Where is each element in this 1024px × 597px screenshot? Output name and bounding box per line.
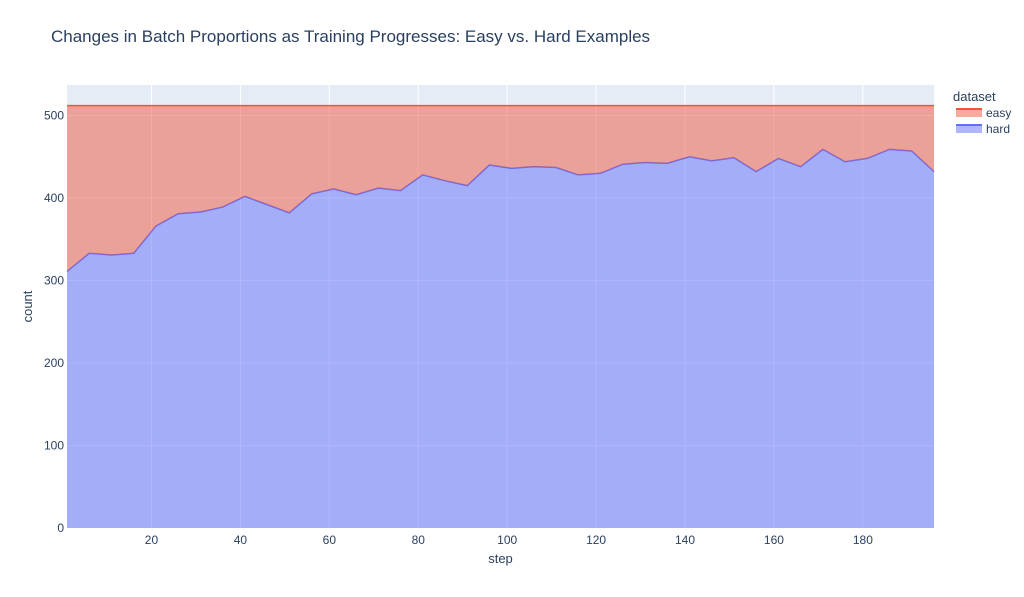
legend-swatch-fill [956, 109, 982, 117]
legend[interactable]: dataset easy hard [953, 89, 1011, 136]
x-tick-label: 60 [323, 533, 337, 547]
x-tick-label: 40 [234, 533, 248, 547]
chart-title: Changes in Batch Proportions as Training… [51, 27, 651, 46]
series-areas [66, 104, 935, 528]
x-tick-label: 80 [412, 533, 426, 547]
x-axis-label: step [488, 551, 513, 566]
x-tick-label: 160 [764, 533, 784, 547]
y-tick-label: 0 [57, 521, 64, 535]
y-tick-label: 500 [44, 109, 64, 123]
legend-title: dataset [953, 89, 996, 104]
area-easy [67, 105, 934, 272]
legend-swatch-fill [956, 125, 982, 133]
y-axis-ticks: 0 100 200 300 400 500 [44, 109, 64, 535]
x-axis-ticks: 20 40 60 80 100 120 140 160 180 [145, 533, 873, 547]
legend-item-hard[interactable]: hard [956, 122, 1010, 136]
legend-label: hard [986, 122, 1010, 136]
legend-item-easy[interactable]: easy [956, 106, 1011, 120]
x-tick-label: 100 [497, 533, 517, 547]
x-tick-label: 140 [675, 533, 695, 547]
area-hard [67, 149, 934, 528]
legend-label: easy [986, 106, 1011, 120]
x-tick-label: 20 [145, 533, 159, 547]
y-tick-label: 200 [44, 356, 64, 370]
y-tick-label: 100 [44, 439, 64, 453]
y-tick-label: 400 [44, 191, 64, 205]
y-axis-label: count [20, 290, 35, 322]
y-tick-label: 300 [44, 274, 64, 288]
x-tick-label: 180 [853, 533, 873, 547]
x-tick-label: 120 [586, 533, 606, 547]
